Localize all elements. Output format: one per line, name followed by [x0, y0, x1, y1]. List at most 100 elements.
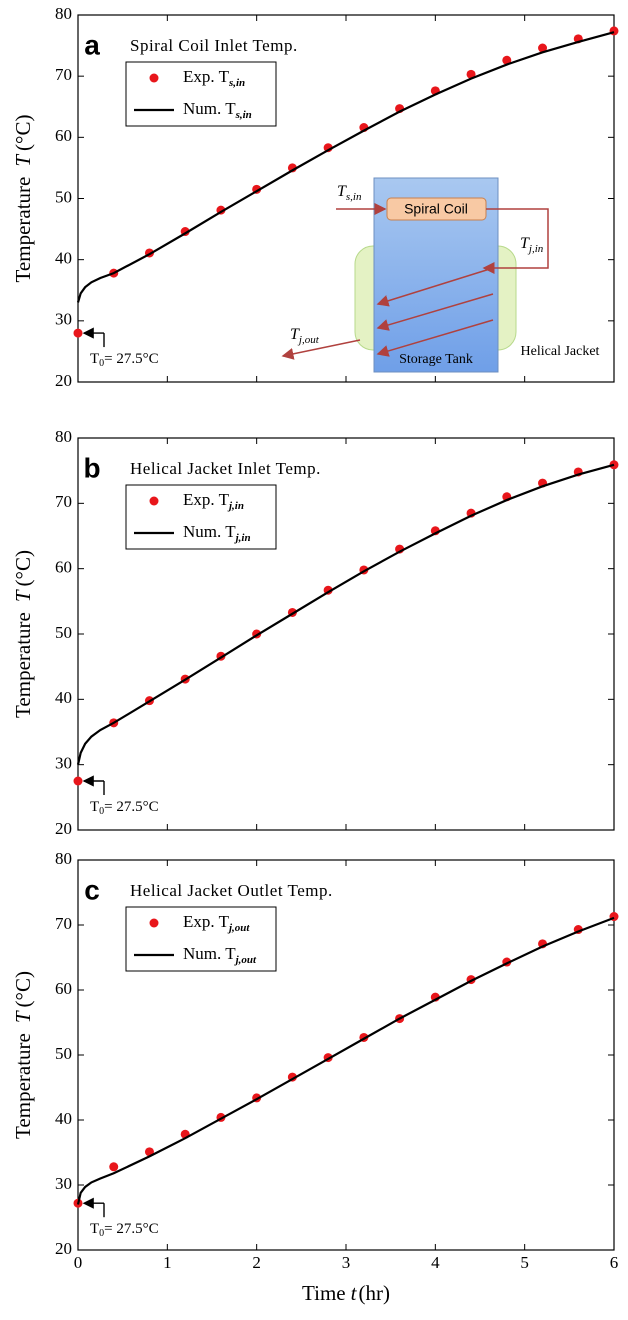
arrow [376, 293, 494, 331]
arrow [376, 267, 494, 307]
tank-label: Storage Tank [399, 352, 473, 367]
series-line [76, 916, 615, 1205]
arrow [376, 319, 494, 357]
data-point [109, 1162, 119, 1172]
annotation-part: T [90, 1222, 99, 1238]
y-tick-label: 30 [55, 310, 72, 329]
label-part: Temperature [11, 612, 35, 718]
legend-name: Exp. T [183, 67, 230, 86]
y-axis-label: Temperature T (°C) [11, 550, 35, 718]
y-tick-label: 40 [55, 1109, 72, 1128]
y-tick-label: 50 [55, 1044, 72, 1063]
legend-swatch [149, 496, 159, 506]
y-tick-label: 80 [55, 427, 72, 446]
panel-title: Helical Jacket Inlet Temp. [130, 459, 321, 478]
inset-diagram: Spiral Coil Storage Tank Helical Jacket … [281, 177, 600, 373]
x-tick-label: 1 [163, 1253, 172, 1272]
annotation: T0= 27.5°C [90, 799, 159, 817]
legend-swatch [149, 918, 159, 928]
annotation-part: 0 [99, 358, 104, 369]
inset-label: Tj,in [520, 235, 544, 255]
x-tick-label: 3 [342, 1253, 351, 1272]
x-axis-label: Time t(hr) [302, 1281, 390, 1305]
y-tick-label: 80 [55, 849, 72, 868]
y-tick-label: 70 [55, 914, 72, 933]
arrow [281, 339, 361, 360]
legend-box [125, 61, 277, 127]
label-part: (hr) [358, 1281, 389, 1305]
y-tick-label: 30 [55, 1174, 72, 1193]
legend-subscript: j,out [234, 954, 257, 966]
series-line [76, 31, 615, 303]
label-part: T [11, 154, 35, 167]
annotation-part: 0 [99, 1228, 104, 1239]
legend-subscript: s,in [235, 109, 252, 121]
panel: 20 30 40 50 60 70 80 0 1 2 3 4 5 6 Temperature T (°C) Tim… [11, 849, 619, 1305]
label-part: Temperature [11, 1033, 35, 1139]
legend-subscript: j,in [234, 532, 251, 544]
annotation-part: = 27.5°C [104, 1222, 158, 1238]
y-tick-label: 40 [55, 688, 72, 707]
panel-label: b [83, 452, 100, 483]
annotation-part: T [90, 799, 99, 815]
legend-name: Num. T [183, 99, 236, 118]
label-part: T [11, 589, 35, 602]
coil-label: Spiral Coil [404, 201, 468, 217]
y-tick-label: 60 [55, 126, 72, 145]
legend-subscript: j,out [227, 922, 250, 934]
arrow [482, 208, 549, 274]
panel-label: c [84, 874, 100, 905]
legend-swatch [149, 73, 159, 83]
subscript: s,in [346, 191, 362, 203]
x-tick-label: 5 [520, 1253, 529, 1272]
y-tick-label: 60 [55, 979, 72, 998]
panel: 20 30 40 50 60 70 80 Temperature T (°C) b Helical J… [11, 427, 619, 838]
data-point [502, 55, 512, 65]
label-part: Time [302, 1281, 346, 1305]
annotation-part: T [90, 352, 99, 368]
legend-box [125, 484, 277, 550]
data-point [538, 43, 548, 53]
panel-title: Helical Jacket Outlet Temp. [130, 881, 333, 900]
legend-label: Num. Tj,out [183, 944, 257, 966]
label-part: (°C) [11, 115, 35, 151]
label-part: Temperature [11, 177, 35, 283]
y-tick-label: 60 [55, 558, 72, 577]
data-point [73, 776, 83, 786]
panel-title: Spiral Coil Inlet Temp. [130, 36, 298, 55]
series-line [76, 463, 615, 765]
symbol: T [520, 235, 530, 252]
legend-label: Num. Tj,in [183, 522, 251, 544]
annotation-part: 0 [99, 806, 104, 817]
annotation: T0= 27.5°C [90, 1222, 159, 1240]
inset-label: Tj,out [290, 326, 320, 346]
legend-name: Exp. T [183, 490, 230, 509]
y-axis-label: Temperature T (°C) [11, 115, 35, 283]
subscript: j,in [527, 243, 544, 255]
y-tick-label: 20 [55, 1239, 72, 1258]
label-part: t [351, 1281, 358, 1305]
label-part: T [11, 1010, 35, 1023]
x-tick-label: 6 [610, 1253, 619, 1272]
jacket-label: Helical Jacket [521, 344, 600, 359]
legend-subscript: j,in [227, 500, 244, 512]
subscript: j,out [297, 334, 320, 346]
y-tick-label: 20 [55, 819, 72, 838]
legend-name: Exp. T [183, 912, 230, 931]
label-part: (°C) [11, 971, 35, 1007]
y-tick-label: 50 [55, 623, 72, 642]
symbol: T [337, 183, 347, 200]
data-point [73, 328, 83, 338]
y-axis-label: Temperature T (°C) [11, 971, 35, 1139]
inset-label: Ts,in [337, 183, 362, 203]
annotation-part: = 27.5°C [104, 799, 158, 815]
legend-name: Num. T [183, 944, 236, 963]
legend-subscript: s,in [228, 77, 245, 89]
panel-label: a [84, 29, 100, 60]
legend-label: Exp. Ts,in [183, 67, 245, 89]
y-tick-label: 30 [55, 754, 72, 773]
y-tick-label: 50 [55, 187, 72, 206]
panel: 20 30 40 50 60 70 80 Temperature T (°C) a Spiral Co… [11, 4, 619, 390]
symbol: T [290, 326, 300, 343]
annotation: T0= 27.5°C [90, 352, 159, 370]
